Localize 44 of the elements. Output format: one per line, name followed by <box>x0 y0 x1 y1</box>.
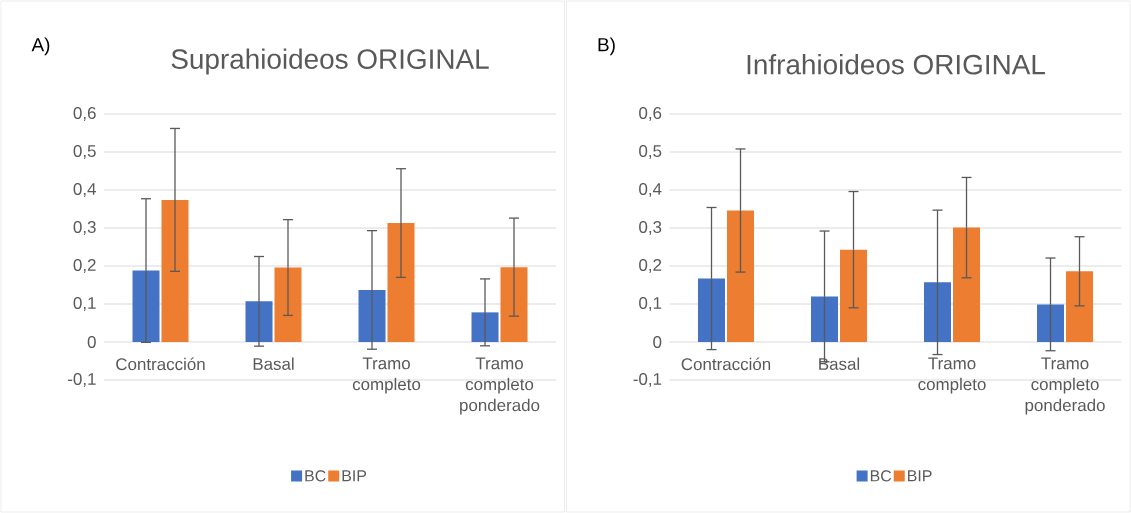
y-tick-label: 0,5 <box>73 145 96 159</box>
y-tick-label: -0,1 <box>633 373 662 387</box>
bar <box>1066 271 1094 342</box>
y-tick-label: 0 <box>87 336 96 348</box>
chart-title: Infrahioideos ORIGINAL <box>747 54 1045 75</box>
y-tick-label: 0,3 <box>73 221 96 235</box>
y-tick-label: 0,4 <box>639 183 662 197</box>
y-tick-label: 0,4 <box>73 183 96 197</box>
bar <box>471 312 499 342</box>
legend-label: BIP <box>342 470 367 482</box>
bar <box>924 282 952 342</box>
bar <box>245 301 273 342</box>
text: B) <box>598 37 615 56</box>
y-tick-label: 0,1 <box>73 297 96 311</box>
y-tick-label: 0,1 <box>639 297 662 311</box>
bar <box>811 296 839 342</box>
legend-label: BC <box>305 470 326 482</box>
y-tick-label: 0,3 <box>639 221 662 235</box>
bar <box>727 210 754 342</box>
x-tick-label: Tramo completo ponderado <box>1025 357 1105 415</box>
bar <box>161 199 189 342</box>
bar <box>953 227 981 342</box>
bar <box>358 289 386 342</box>
x-tick-label: Tramo completo <box>918 357 986 394</box>
bar <box>387 223 415 342</box>
legend-label: BIP <box>908 470 932 482</box>
x-tick-label: Tramo completo ponderado <box>460 357 540 415</box>
y-tick-label: 0,2 <box>73 259 96 273</box>
y-tick-label: 0 <box>653 336 662 348</box>
y-tick-label: 0,6 <box>73 107 96 121</box>
legend-label: BC <box>870 470 892 482</box>
chart-title: Suprahioideos ORIGINAL <box>171 48 489 75</box>
x-tick-label: Contracción <box>681 357 771 371</box>
x-tick-label: Contracción <box>116 357 205 371</box>
y-tick-label: 0,2 <box>639 259 662 273</box>
text: A) <box>31 37 50 56</box>
bar <box>698 278 726 342</box>
y-tick-label: 0,5 <box>639 145 662 159</box>
x-tick-label: Basal <box>253 357 294 370</box>
y-tick-label: 0,6 <box>639 107 662 121</box>
x-tick-label: Tramo completo <box>352 357 421 394</box>
x-tick-label: Basal <box>819 357 860 370</box>
y-tick-label: -0,1 <box>68 373 96 387</box>
bar <box>1037 304 1065 342</box>
